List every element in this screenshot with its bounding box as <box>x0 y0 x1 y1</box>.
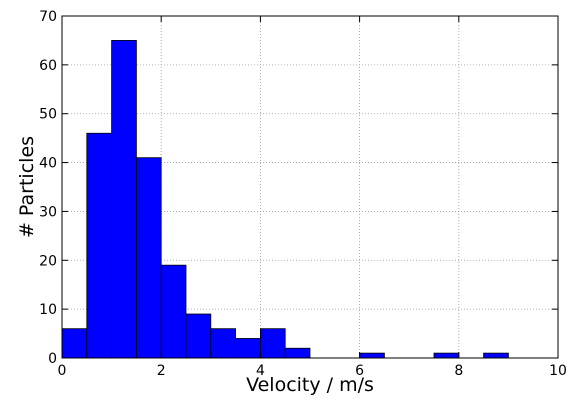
histogram-bar <box>235 338 261 359</box>
histogram-bar <box>135 157 162 359</box>
x-tick-label: 10 <box>549 363 567 379</box>
axis-ticks: 0 2 4 6 8 10 0 10 20 30 40 50 60 70 <box>39 9 567 379</box>
histogram-bar <box>160 264 187 359</box>
plot-frame <box>61 15 559 359</box>
histogram-bar <box>433 352 460 359</box>
y-tick-label: 0 <box>48 351 57 367</box>
histogram-bar <box>185 313 212 359</box>
y-tick-label: 20 <box>39 253 57 269</box>
y-axis-label: # Particles <box>16 136 38 238</box>
x-tick-label: 4 <box>256 363 265 379</box>
y-tick-label: 60 <box>39 58 57 74</box>
histogram-bar <box>61 328 88 359</box>
x-axis-label: Velocity / m/s <box>246 374 374 396</box>
y-tick-label: 10 <box>39 302 57 318</box>
histogram-bar <box>359 352 385 359</box>
bars <box>61 40 509 359</box>
x-tick-label: 6 <box>355 363 364 379</box>
histogram-bar <box>210 328 237 359</box>
y-tick-label: 30 <box>39 204 57 220</box>
y-tick-label: 40 <box>39 156 57 172</box>
x-tick-label: 2 <box>157 363 166 379</box>
y-tick-label: 50 <box>39 107 57 123</box>
histogram-bar <box>483 352 509 359</box>
x-tick-label: 0 <box>58 363 67 379</box>
histogram-bar <box>284 347 311 359</box>
histogram-bar <box>259 328 286 359</box>
x-tick-label: 8 <box>454 363 463 379</box>
histogram-bar <box>86 132 113 359</box>
y-tick-label: 70 <box>39 9 57 25</box>
histogram-bar <box>111 40 137 359</box>
